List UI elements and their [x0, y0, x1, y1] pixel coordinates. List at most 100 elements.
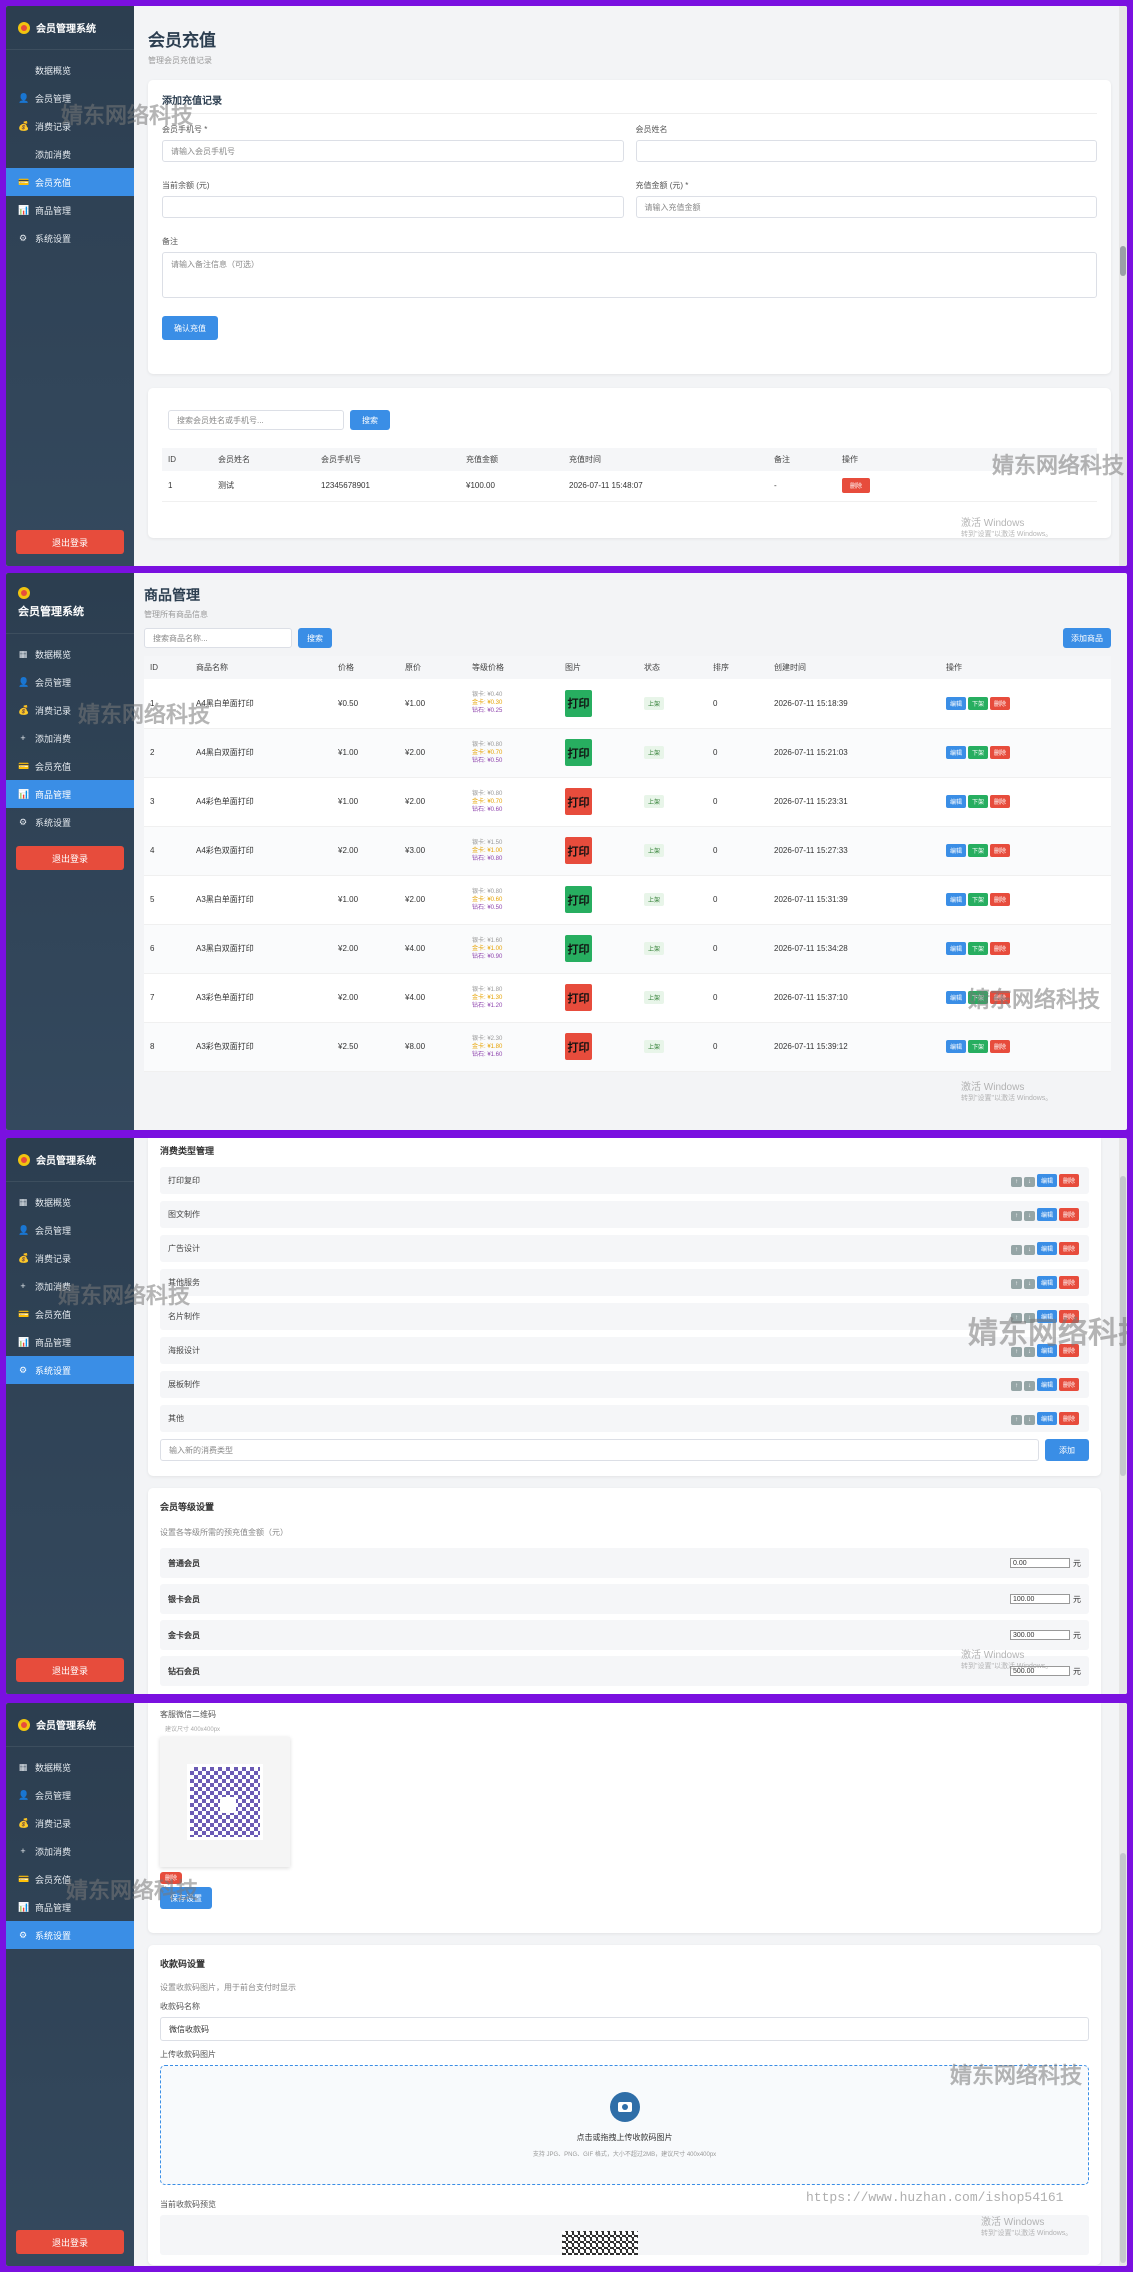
scroll-thumb[interactable]: [1120, 246, 1126, 276]
sidebar-item-members[interactable]: 👤 会员管理: [18, 676, 72, 688]
logout-button[interactable]: 退出登录: [16, 1658, 124, 1682]
sidebar-item-add[interactable]: + 添加消费: [6, 1837, 134, 1865]
sidebar-item-add[interactable]: 添加消费: [35, 149, 72, 160]
upload-dropzone[interactable]: 点击或拖拽上传收款码图片 支持 JPG、PNG、GIF 格式，大小不超过2MB，…: [160, 2065, 1089, 2185]
scrollbar[interactable]: [1119, 6, 1127, 566]
sidebar-item-settings[interactable]: ⚙ 系统设置: [6, 1921, 134, 1949]
move-down-button[interactable]: ↓: [1023, 1279, 1035, 1289]
move-up-button[interactable]: ↑: [1010, 1177, 1022, 1187]
sidebar-item-members[interactable]: 👤 会员管理: [18, 92, 72, 104]
unlist-button[interactable]: 下架: [968, 1040, 989, 1053]
save-settings-button[interactable]: 保存设置: [160, 1887, 212, 1909]
sidebar-item-add[interactable]: + 添加消费: [6, 724, 134, 752]
unlist-button[interactable]: 下架: [968, 893, 989, 906]
edit-button[interactable]: 编辑: [946, 696, 967, 710]
sidebar-item-settings[interactable]: ⚙ 系统设置: [6, 1356, 134, 1384]
move-down-button[interactable]: ↓: [1023, 1313, 1035, 1323]
note-textarea[interactable]: 请输入备注信息（可选）: [162, 252, 1097, 298]
sidebar-item-members[interactable]: 👤 会员管理: [18, 1789, 72, 1801]
sidebar-item-goods[interactable]: 📊 商品管理: [18, 1336, 72, 1348]
scrollbar[interactable]: [1119, 573, 1127, 1130]
edit-button[interactable]: 编辑: [1036, 1378, 1057, 1391]
sidebar-item-records[interactable]: 💰 消费记录: [18, 1817, 72, 1829]
delete-button[interactable]: 删除: [1058, 1174, 1079, 1187]
delete-button[interactable]: 删除: [1058, 1412, 1079, 1425]
sidebar-item-recharge[interactable]: 💳 会员充值: [18, 1308, 72, 1320]
sidebar-item-goods[interactable]: 📊 商品管理: [6, 780, 134, 808]
move-down-button[interactable]: ↓: [1023, 1381, 1035, 1391]
level-input[interactable]: 0.00: [1010, 1558, 1070, 1568]
edit-button[interactable]: 编辑: [946, 746, 967, 759]
move-up-button[interactable]: ↑: [1010, 1381, 1022, 1391]
move-down-button[interactable]: ↓: [1023, 1245, 1035, 1255]
sidebar-item-dashboard[interactable]: 数据概览: [35, 65, 72, 76]
scrollbar[interactable]: [1119, 1703, 1127, 2266]
sidebar-item-recharge[interactable]: 💳 会员充值: [18, 1873, 72, 1885]
paycode-name-input[interactable]: 微信收款码: [160, 2017, 1089, 2041]
level-input[interactable]: 100.00: [1010, 1594, 1070, 1604]
delete-button[interactable]: 删除: [1058, 1242, 1079, 1255]
delete-button[interactable]: 删除: [990, 1040, 1011, 1053]
edit-button[interactable]: 编辑: [1036, 1276, 1057, 1289]
goods-search-input[interactable]: 搜索商品名称...: [144, 628, 292, 648]
delete-button[interactable]: 删除: [1058, 1208, 1079, 1221]
amount-input[interactable]: 请输入充值金额: [635, 196, 1097, 218]
move-down-button[interactable]: ↓: [1023, 1347, 1035, 1357]
delete-button[interactable]: 删除: [1058, 1276, 1079, 1289]
move-up-button[interactable]: ↑: [1010, 1313, 1022, 1323]
edit-button[interactable]: 编辑: [946, 893, 967, 906]
unlist-button[interactable]: 下架: [968, 696, 989, 710]
edit-button[interactable]: 编辑: [1036, 1344, 1057, 1357]
delete-qr-button[interactable]: 删除: [160, 1871, 183, 1884]
goods-search-button[interactable]: 搜索: [298, 628, 332, 648]
delete-button[interactable]: 删除: [990, 942, 1011, 955]
edit-button[interactable]: 编辑: [946, 795, 967, 808]
name-input[interactable]: [635, 140, 1097, 162]
sidebar-item-add[interactable]: + 添加消费: [6, 1272, 134, 1300]
edit-button[interactable]: 编辑: [946, 991, 967, 1004]
move-up-button[interactable]: ↑: [1010, 1347, 1022, 1357]
delete-button[interactable]: 删除: [1058, 1310, 1079, 1323]
edit-button[interactable]: 编辑: [1036, 1208, 1057, 1221]
delete-button[interactable]: 删除: [990, 795, 1011, 808]
edit-button[interactable]: 编辑: [1036, 1174, 1057, 1187]
scroll-thumb[interactable]: [1120, 1176, 1126, 1476]
scroll-thumb[interactable]: [1120, 1853, 1126, 2263]
delete-button[interactable]: 删除: [990, 893, 1011, 906]
sidebar-item-dashboard[interactable]: ▦ 数据概览: [18, 1761, 72, 1773]
confirm-recharge-button[interactable]: 确认充值: [162, 316, 218, 340]
move-up-button[interactable]: ↑: [1010, 1245, 1022, 1255]
delete-button[interactable]: 删除: [842, 478, 871, 494]
delete-button[interactable]: 删除: [1058, 1344, 1079, 1357]
sidebar-item-settings[interactable]: ⚙ 系统设置: [18, 816, 72, 828]
add-goods-button[interactable]: 添加商品: [1063, 628, 1111, 648]
sidebar-item-goods[interactable]: 📊 商品管理: [18, 1901, 72, 1913]
new-type-input[interactable]: 输入新的消费类型: [160, 1439, 1039, 1461]
unlist-button[interactable]: 下架: [968, 942, 989, 955]
phone-input[interactable]: 请输入会员手机号: [162, 140, 624, 162]
level-input[interactable]: 300.00: [1010, 1630, 1070, 1640]
sidebar-item-records[interactable]: 💰 消费记录: [18, 1252, 72, 1264]
move-down-button[interactable]: ↓: [1023, 1177, 1035, 1187]
sidebar-item-goods[interactable]: 📊 商品管理: [18, 204, 72, 216]
delete-button[interactable]: 删除: [990, 746, 1011, 759]
delete-button[interactable]: 删除: [990, 991, 1011, 1004]
move-up-button[interactable]: ↑: [1010, 1211, 1022, 1221]
scrollbar[interactable]: [1119, 1138, 1127, 1694]
sidebar-item-records[interactable]: 💰 消费记录: [18, 120, 72, 132]
edit-button[interactable]: 编辑: [946, 1040, 967, 1053]
level-input[interactable]: 500.00: [1010, 1666, 1070, 1676]
add-type-button[interactable]: 添加: [1045, 1439, 1089, 1461]
sidebar-item-settings[interactable]: ⚙ 系统设置: [18, 232, 72, 244]
edit-button[interactable]: 编辑: [946, 844, 967, 857]
edit-button[interactable]: 编辑: [1036, 1242, 1057, 1255]
move-up-button[interactable]: ↑: [1010, 1279, 1022, 1289]
logout-button[interactable]: 退出登录: [16, 2230, 124, 2254]
unlist-button[interactable]: 下架: [968, 991, 989, 1004]
move-up-button[interactable]: ↑: [1010, 1415, 1022, 1425]
sidebar-item-dashboard[interactable]: ▦ 数据概览: [18, 1196, 72, 1208]
delete-button[interactable]: 删除: [1058, 1378, 1079, 1391]
unlist-button[interactable]: 下架: [968, 795, 989, 808]
search-button[interactable]: 搜索: [350, 410, 390, 430]
search-input[interactable]: 搜索会员姓名或手机号...: [168, 410, 344, 430]
